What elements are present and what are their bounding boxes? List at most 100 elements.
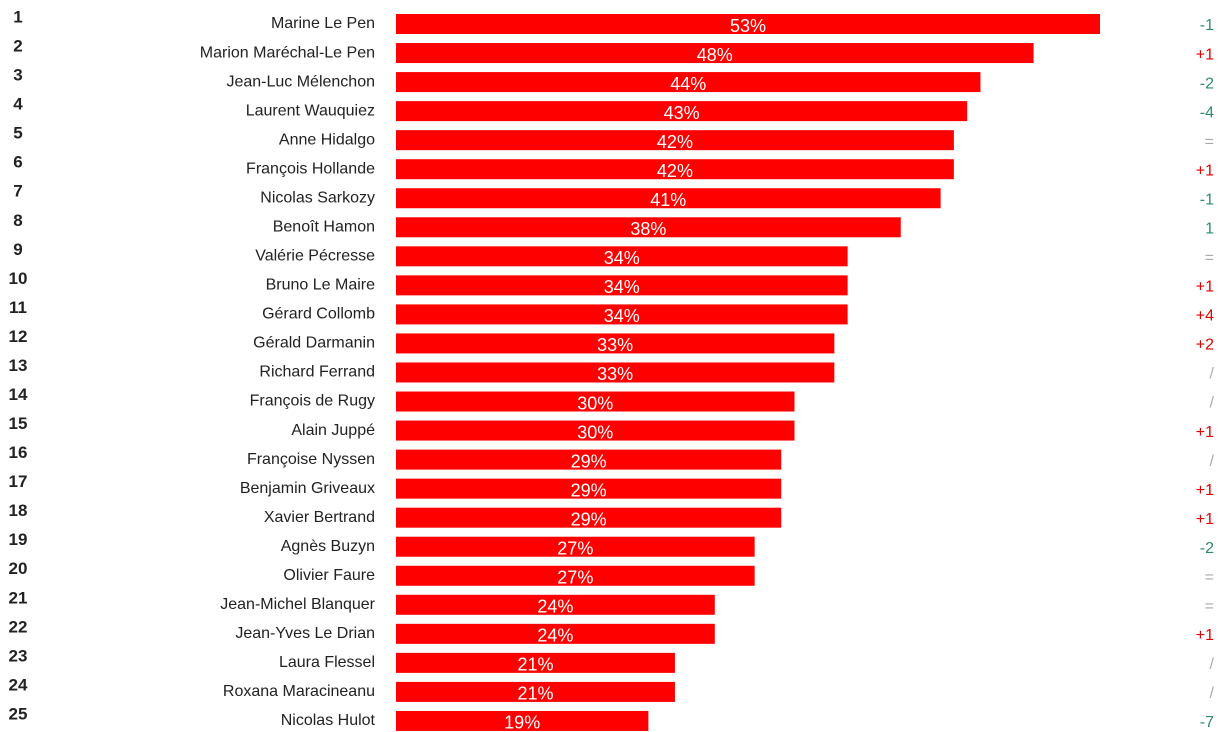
value-label: 43%	[664, 103, 700, 123]
change: +1	[1196, 279, 1214, 296]
bar	[396, 72, 981, 93]
category-label: Gérard Collomb	[262, 306, 375, 323]
rank: 3	[13, 66, 22, 85]
rank: 22	[9, 617, 28, 636]
rank: 8	[13, 211, 22, 230]
value-label: 29%	[571, 480, 607, 500]
value-label: 19%	[504, 713, 540, 732]
rank: 6	[13, 153, 22, 172]
rank: 15	[9, 414, 28, 433]
bar	[396, 565, 755, 586]
change: -1	[1200, 17, 1214, 34]
rank: 19	[9, 530, 28, 549]
category-label: Valérie Pécresse	[255, 248, 375, 265]
bar	[396, 43, 1034, 64]
rank: 24	[9, 675, 28, 694]
rank: 14	[9, 385, 28, 404]
category-label: Françoise Nyssen	[247, 451, 375, 468]
bar	[396, 478, 782, 499]
bar	[396, 246, 848, 267]
rank: 17	[9, 472, 28, 491]
category-label: François Hollande	[246, 160, 375, 177]
category-label: Nicolas Hulot	[281, 712, 376, 729]
category-label: Laurent Wauquiez	[246, 102, 375, 119]
value-label: 48%	[697, 45, 733, 65]
value-label: 34%	[604, 277, 640, 297]
bar	[396, 275, 848, 296]
rank: 7	[13, 182, 22, 201]
rank: 4	[13, 95, 23, 114]
change: /	[1210, 656, 1215, 673]
change: =	[1205, 598, 1214, 615]
bar	[396, 304, 848, 325]
rank: 9	[13, 240, 22, 259]
value-label: 21%	[517, 684, 553, 704]
value-label: 33%	[597, 335, 633, 355]
category-label: Gérald Darmanin	[253, 335, 375, 352]
change: +1	[1196, 162, 1214, 179]
value-label: 44%	[670, 74, 706, 94]
change: +4	[1196, 308, 1214, 325]
change: /	[1210, 395, 1215, 412]
category-label: Jean-Luc Mélenchon	[226, 73, 375, 90]
category-label: Marion Maréchal-Le Pen	[200, 44, 375, 61]
change: +1	[1196, 482, 1214, 499]
change: 1	[1205, 220, 1214, 237]
change: -2	[1200, 75, 1214, 92]
category-label: Roxana Maracineanu	[223, 683, 375, 700]
bar	[396, 652, 675, 673]
change: /	[1210, 453, 1215, 470]
bar	[396, 159, 954, 180]
bar	[396, 420, 795, 441]
rank: 11	[9, 298, 27, 317]
category-label: Benjamin Griveaux	[240, 480, 375, 497]
value-label: 27%	[557, 568, 593, 588]
change: +1	[1196, 627, 1214, 644]
bar	[396, 217, 901, 238]
bar	[396, 449, 782, 470]
category-label: Alain Juppé	[291, 422, 375, 439]
change: /	[1210, 366, 1215, 383]
value-label: 30%	[577, 393, 613, 413]
rank: 21	[9, 588, 28, 607]
change: -4	[1200, 104, 1214, 121]
rank: 20	[9, 559, 28, 578]
category-label: Agnès Buzyn	[281, 538, 375, 555]
change: -7	[1200, 714, 1214, 731]
value-label: 41%	[650, 190, 686, 210]
value-label: 42%	[657, 161, 693, 181]
bar	[396, 623, 715, 644]
change: +2	[1196, 337, 1214, 354]
value-label: 24%	[537, 626, 573, 646]
bar	[396, 391, 795, 412]
bar	[396, 594, 715, 615]
rank: 25	[9, 704, 28, 723]
category-label: Benoît Hamon	[273, 218, 375, 235]
bar	[396, 14, 1100, 34]
category-label: Marine Le Pen	[271, 15, 375, 32]
rank: 10	[9, 269, 28, 288]
rank: 2	[13, 37, 22, 56]
bar	[396, 188, 941, 209]
bar	[396, 101, 968, 122]
value-label: 38%	[630, 219, 666, 239]
value-label: 42%	[657, 132, 693, 152]
rank: 5	[13, 124, 22, 143]
value-label: 33%	[597, 364, 633, 384]
rank: 23	[9, 646, 28, 665]
change: -2	[1200, 540, 1214, 557]
category-label: Jean-Michel Blanquer	[220, 596, 375, 613]
category-label: François de Rugy	[250, 393, 375, 410]
bar	[396, 130, 954, 151]
value-label: 21%	[517, 655, 553, 675]
value-label: 34%	[604, 248, 640, 268]
change: +1	[1196, 424, 1214, 441]
category-label: Richard Ferrand	[259, 364, 375, 381]
category-label: Olivier Faure	[283, 567, 375, 584]
rank: 12	[9, 327, 28, 346]
category-label: Bruno Le Maire	[266, 277, 375, 294]
category-label: Anne Hidalgo	[279, 131, 375, 148]
value-label: 29%	[571, 509, 607, 529]
category-label: Jean-Yves Le Drian	[235, 625, 375, 642]
